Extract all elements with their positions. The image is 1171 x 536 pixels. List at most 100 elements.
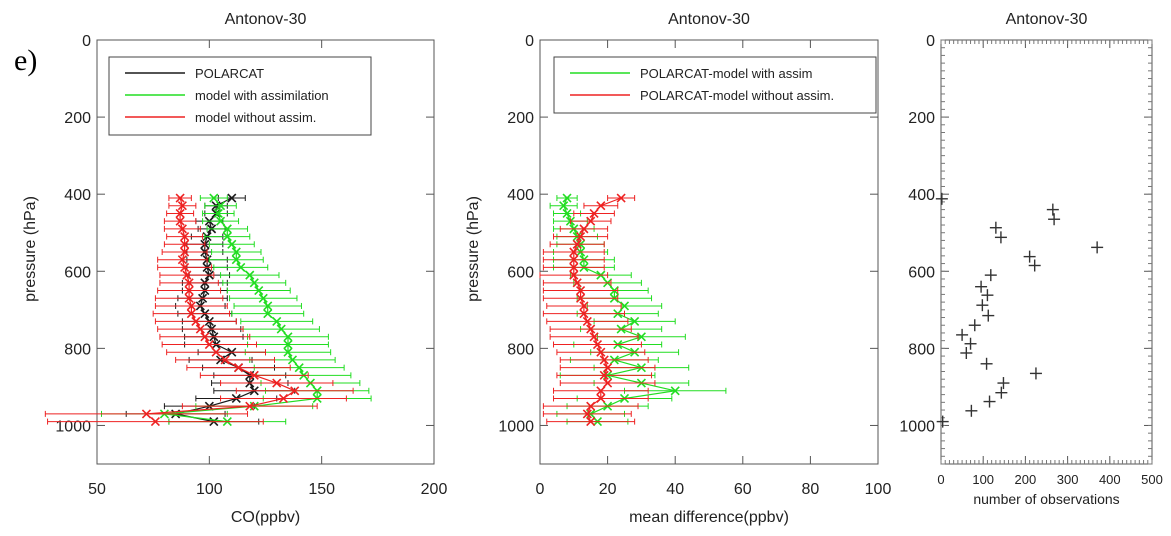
panel2-data-point [589, 208, 599, 219]
panel1-data-point [276, 324, 286, 334]
panel1-data-point [175, 208, 185, 219]
panel1-data-point [231, 255, 241, 265]
panel1-data-point [209, 193, 219, 203]
panel1-data-point [177, 201, 187, 211]
panel2-data-point [559, 201, 569, 211]
panel2-ytick-label: 1000 [498, 418, 534, 435]
panel1-legend-box [108, 56, 372, 136]
panel1-data-point [216, 201, 226, 211]
panel1-data-point [204, 339, 214, 350]
panel2-data-point [582, 409, 592, 419]
panel1-data-point [180, 262, 190, 272]
panel2-legend-label: POLARCAT-model with assim [640, 66, 812, 81]
panel2-data-point [586, 216, 596, 226]
panel1-ytick-label: 1000 [55, 418, 91, 435]
panel2-data-point [586, 417, 596, 427]
panel1-data-point [227, 193, 237, 203]
panel2-data-point [670, 386, 680, 396]
panel1-data-point [200, 332, 210, 342]
panel2-frame [539, 39, 879, 465]
panel1-data-point [182, 270, 192, 280]
panel3-xlabel: number of observations [973, 491, 1119, 507]
panel1-data-point [231, 247, 241, 257]
panel1-ytick-label: 400 [64, 187, 91, 204]
panel3-xtick-label: 100 [972, 472, 994, 487]
panel1-data-point [263, 301, 273, 311]
panel3-ytick-label: 800 [908, 341, 935, 358]
panel3-series-1 [935, 192, 1104, 428]
panel2-data-point [596, 201, 606, 211]
panel3-ytick-label: 600 [908, 264, 935, 281]
panel3-xtick-label: 200 [1015, 472, 1037, 487]
panel1-data-point [249, 370, 259, 380]
panel2-ylabel: pressure (hPa) [465, 196, 482, 302]
panel2-xtick-label: 60 [734, 481, 752, 498]
panel1-frame [96, 39, 435, 465]
panel3-title: Antonov-30 [1006, 11, 1088, 28]
panel2-data-point [582, 316, 592, 326]
panel3-frame [940, 39, 1153, 465]
panel3-xtick-label: 500 [1141, 472, 1163, 487]
panel1-data-point [227, 239, 237, 249]
panel1-data-point [175, 193, 185, 203]
panel1-data-point [220, 355, 230, 365]
panel1-legend: POLARCAT model with assimilation model wit… [108, 56, 372, 136]
panel2-data-point [569, 270, 579, 280]
panel2-xtick-label: 40 [666, 481, 684, 498]
panel1-ytick-label: 200 [64, 110, 91, 127]
panel2-data-point [575, 285, 586, 296]
panel1-data-point [290, 386, 300, 396]
panel3-xtick-label: 300 [1057, 472, 1079, 487]
panel2-xtick-label: 80 [802, 481, 820, 498]
panel1-data-point [278, 393, 289, 404]
panel2-data-point [603, 363, 613, 373]
panel1-xtick-label: 100 [196, 481, 223, 498]
panel2-data-point [636, 332, 646, 342]
panel2-data-point [599, 370, 609, 380]
panel2-ytick-label: 600 [507, 264, 534, 281]
panel2-data-point [579, 309, 589, 319]
panel2-xtick-label: 20 [599, 481, 617, 498]
panel2-data-point [619, 301, 630, 311]
panel2-ytick-label: 800 [507, 341, 534, 358]
panel1-data-point [222, 232, 232, 242]
panel2-data-point [569, 255, 579, 265]
panel1-data-point [272, 316, 282, 326]
panel1-data-point [245, 270, 255, 280]
panel1-data-point [222, 224, 232, 234]
panel1-data-point [249, 278, 259, 288]
panel2-data-point [589, 332, 599, 342]
panel1-xtick-label: 50 [88, 481, 106, 498]
panel2-data-point [562, 208, 572, 219]
panel2-data-point [592, 339, 603, 350]
panel1-xtick-label: 200 [421, 481, 448, 498]
panel1-data-point [141, 409, 151, 419]
panel3-ytick-label: 0 [926, 33, 935, 50]
panel2-data-point [596, 347, 606, 357]
panel2-ytick-label: 400 [507, 187, 534, 204]
panel1-data-point [191, 316, 201, 326]
panel2-data-point [616, 193, 626, 203]
panel2-data-point [569, 262, 579, 272]
panel2-data-point [579, 224, 589, 234]
panel1-data-point [177, 224, 187, 234]
panel1-data-point [180, 247, 190, 257]
panel1-legend-label: POLARCAT [195, 66, 264, 81]
panel1-legend-label: model with assimilation [195, 88, 329, 103]
panel1-data-point [287, 355, 298, 365]
panel1-data-point [195, 324, 205, 334]
panel2-legend-box [553, 56, 877, 114]
panel2-series-2 [539, 193, 656, 427]
panel1-ytick-label: 800 [64, 341, 91, 358]
panel2-data-point [575, 232, 586, 242]
panel1-data-point [233, 363, 244, 373]
panel2-data-point [596, 393, 606, 404]
panel1-series-3 [44, 193, 354, 427]
panel1-data-point [175, 216, 185, 226]
panel3-xtick-label: 0 [937, 472, 944, 487]
panel3-ytick-label: 1000 [899, 418, 935, 435]
panel1-data-point [272, 378, 282, 388]
panel2-xtick-label: 100 [865, 481, 892, 498]
panel2-legend: POLARCAT-model with assim POLARCAT-model … [553, 56, 877, 114]
panel1-ytick-label: 600 [64, 264, 91, 281]
